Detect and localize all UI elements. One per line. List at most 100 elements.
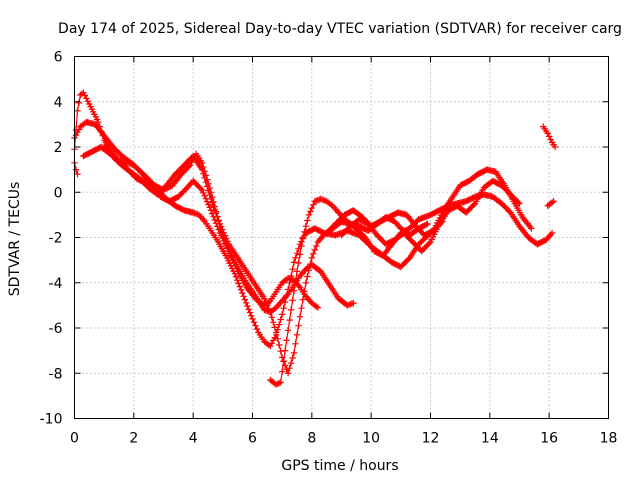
- data-point-marker: [279, 311, 286, 318]
- data-point-marker: [250, 319, 258, 326]
- data-point-marker: [249, 315, 256, 323]
- y-tick-label: -4: [49, 276, 63, 292]
- data-point-marker: [305, 211, 313, 219]
- data-point-marker: [283, 337, 290, 344]
- y-tick-label: -2: [49, 231, 63, 247]
- data-point-marker: [515, 199, 522, 206]
- y-tick-label: 6: [54, 50, 63, 66]
- data-point-marker: [273, 381, 280, 388]
- data-point-marker: [293, 250, 301, 257]
- data-point-marker: [313, 303, 320, 310]
- chart-title: Day 174 of 2025, Sidereal Day-to-day VTE…: [58, 21, 622, 37]
- data-point-marker: [198, 186, 206, 194]
- data-point-marker: [311, 246, 318, 254]
- data-point-marker: [423, 221, 430, 228]
- data-point-marker: [302, 279, 310, 286]
- data-point-marker: [314, 304, 321, 311]
- data-point-marker: [284, 327, 292, 334]
- data-point-marker: [286, 279, 293, 286]
- data-point-marker: [551, 143, 559, 151]
- data-point-marker: [274, 380, 281, 387]
- data-point-marker: [198, 166, 206, 173]
- data-point-marker: [205, 187, 212, 194]
- data-point-marker: [273, 329, 280, 336]
- data-point-marker: [304, 273, 311, 280]
- x-tick-label: 12: [422, 431, 440, 447]
- data-point-marker: [286, 365, 293, 372]
- data-point-marker: [204, 198, 211, 205]
- x-tick-label: 16: [540, 431, 558, 447]
- data-point-marker: [302, 223, 310, 230]
- x-tick-label: 6: [248, 431, 257, 447]
- data-point-marker: [219, 226, 226, 233]
- tick-layer: 0 2 4 6 8 10 12 14 16 18 -10 -8 -6 -4 -2 0 2 4 6: [40, 50, 618, 447]
- data-point-marker: [327, 201, 335, 208]
- data-point-marker: [298, 242, 305, 250]
- data-point-marker: [248, 312, 255, 319]
- data-point-marker: [426, 240, 433, 247]
- data-point-marker: [267, 342, 274, 350]
- data-point-marker: [270, 319, 277, 326]
- data-point-marker: [547, 136, 554, 143]
- data-point-marker: [210, 202, 217, 210]
- data-point-marker: [216, 220, 224, 228]
- x-tick-label: 18: [600, 431, 618, 447]
- data-point-marker: [290, 349, 298, 357]
- data-point-marker: [72, 166, 80, 173]
- y-tick-label: 0: [54, 185, 63, 201]
- data-point-marker: [292, 340, 299, 347]
- data-point-marker: [217, 223, 225, 230]
- data-point-marker: [235, 280, 242, 287]
- y-tick-label: -10: [40, 412, 63, 428]
- x-tick-label: 2: [129, 431, 138, 447]
- data-point-marker: [236, 283, 243, 290]
- data-point-marker: [74, 107, 81, 114]
- data-point-marker: [206, 191, 213, 198]
- data-point-marker: [224, 238, 231, 245]
- data-point-marker: [205, 201, 212, 208]
- data-point-marker: [299, 234, 307, 241]
- data-point-marker: [220, 229, 227, 236]
- data-point-marker: [289, 354, 296, 362]
- data-point-marker: [202, 179, 210, 186]
- data-point-marker: [289, 266, 296, 273]
- x-tick-label: 4: [189, 431, 198, 447]
- data-point-marker: [240, 293, 247, 300]
- data-point-marker: [261, 295, 268, 302]
- data-point-marker: [75, 126, 83, 133]
- data-point-marker: [299, 296, 307, 303]
- data-point-marker: [234, 277, 241, 284]
- data-point-marker: [209, 199, 216, 206]
- x-tick-label: 8: [307, 431, 316, 447]
- data-point-marker: [204, 183, 211, 190]
- data-point-marker: [544, 130, 551, 137]
- data-point-marker: [528, 225, 535, 232]
- x-tick-label: 14: [481, 431, 499, 447]
- data-point-marker: [221, 232, 229, 239]
- data-point-marker: [271, 324, 278, 331]
- data-point-marker: [244, 302, 251, 310]
- data-point-marker: [276, 379, 283, 387]
- data-point-marker: [548, 199, 556, 206]
- data-point-marker: [276, 321, 283, 328]
- data-point-marker: [253, 325, 261, 333]
- data-point-marker: [405, 256, 412, 263]
- data-point-marker: [281, 298, 289, 306]
- data-point-marker: [308, 204, 315, 212]
- data-point-marker: [75, 99, 83, 107]
- data-point-marker: [252, 322, 259, 329]
- data-point-marker: [350, 299, 357, 307]
- data-point-marker: [207, 207, 215, 214]
- data-point-marker: [310, 250, 317, 258]
- data-point-marker: [296, 313, 304, 320]
- data-point-marker: [274, 335, 281, 342]
- data-point-marker: [295, 322, 302, 329]
- y-tick-label: -6: [49, 321, 63, 337]
- data-point-marker: [74, 170, 81, 178]
- data-point-marker: [74, 129, 81, 136]
- data-point-marker: [548, 229, 556, 237]
- data-point-marker: [283, 366, 290, 373]
- data-point-marker: [246, 309, 254, 316]
- data-point-marker: [207, 195, 215, 203]
- data-point-marker: [231, 270, 238, 277]
